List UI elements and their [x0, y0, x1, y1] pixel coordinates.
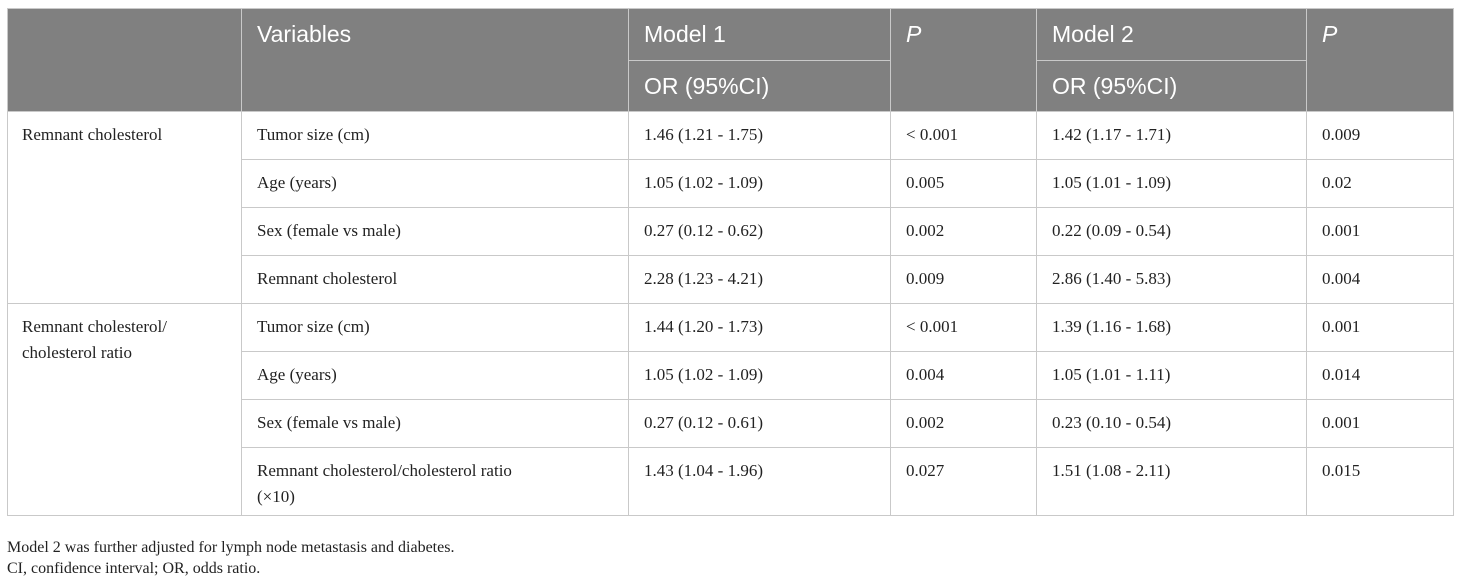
- model1-p-cell: < 0.001: [890, 303, 1037, 352]
- table-row: Remnant cholesterol 2.28 (1.23 - 4.21) 0…: [8, 255, 1454, 304]
- table-row: Sex (female vs male) 0.27 (0.12 - 0.61) …: [8, 399, 1454, 448]
- model2-p-cell: 0.014: [1306, 351, 1454, 400]
- model1-p-cell: 0.027: [890, 447, 1037, 516]
- model1-p-cell: 0.009: [890, 255, 1037, 304]
- model1-p-cell: 0.002: [890, 399, 1037, 448]
- model2-p-cell: 0.015: [1306, 447, 1454, 516]
- model2-or-cell: 1.05 (1.01 - 1.11): [1036, 351, 1307, 400]
- model1-or-cell: 2.28 (1.23 - 4.21): [628, 255, 891, 304]
- model2-p-cell: 0.02: [1306, 159, 1454, 208]
- header-or-ci-model2: OR (95%CI): [1036, 60, 1307, 112]
- variable-cell: Remnant cholesterol: [241, 255, 629, 304]
- group-label: Remnant cholesterol/ cholesterol ratio: [7, 303, 242, 516]
- variable-cell: Tumor size (cm): [241, 111, 629, 160]
- model1-p-cell: 0.005: [890, 159, 1037, 208]
- model2-or-cell: 1.42 (1.17 - 1.71): [1036, 111, 1307, 160]
- model2-p-cell: 0.009: [1306, 111, 1454, 160]
- header-p2: P: [1306, 8, 1454, 112]
- variable-cell: Age (years): [241, 351, 629, 400]
- model1-or-cell: 1.44 (1.20 - 1.73): [628, 303, 891, 352]
- table-row: Remnant cholesterol/cholesterol ratio (×…: [8, 447, 1454, 516]
- table-row: Remnant cholesterol/ cholesterol ratio T…: [7, 303, 1454, 516]
- header-or-ci-model1: OR (95%CI): [628, 60, 891, 112]
- footnote-abbreviations: CI, confidence interval; OR, odds ratio.: [7, 560, 261, 577]
- table-row: Age (years) 1.05 (1.02 - 1.09) 0.004 1.0…: [8, 351, 1454, 400]
- model1-p-cell: 0.002: [890, 207, 1037, 256]
- table-footnotes: Model 2 was further adjusted for lymph n…: [7, 537, 1453, 579]
- regression-table: Variables Model 1 P Model 2 P OR (95%CI)…: [7, 8, 1454, 516]
- table-body: Remnant cholesterol Tumor size (cm) 1.46…: [7, 111, 1454, 516]
- model1-or-cell: 1.05 (1.02 - 1.09): [628, 159, 891, 208]
- model1-or-cell: 1.43 (1.04 - 1.96): [628, 447, 891, 516]
- model1-or-cell: 0.27 (0.12 - 0.62): [628, 207, 891, 256]
- header-group-cell: [7, 8, 242, 112]
- model1-p-cell: < 0.001: [890, 111, 1037, 160]
- model2-or-cell: 1.39 (1.16 - 1.68): [1036, 303, 1307, 352]
- model2-p-cell: 0.001: [1306, 303, 1454, 352]
- model2-p-cell: 0.004: [1306, 255, 1454, 304]
- header-variables: Variables: [241, 8, 629, 112]
- model1-or-cell: 1.46 (1.21 - 1.75): [628, 111, 891, 160]
- variable-cell: Tumor size (cm): [241, 303, 629, 352]
- model2-or-cell: 1.05 (1.01 - 1.09): [1036, 159, 1307, 208]
- model2-or-cell: 0.23 (0.10 - 0.54): [1036, 399, 1307, 448]
- model1-or-cell: 0.27 (0.12 - 0.61): [628, 399, 891, 448]
- model1-p-cell: 0.004: [890, 351, 1037, 400]
- model2-p-cell: 0.001: [1306, 399, 1454, 448]
- table-row: Age (years) 1.05 (1.02 - 1.09) 0.005 1.0…: [8, 159, 1454, 208]
- header-model2: Model 2: [1036, 8, 1307, 61]
- model2-or-cell: 0.22 (0.09 - 0.54): [1036, 207, 1307, 256]
- table-row: Remnant cholesterol Tumor size (cm) 1.46…: [7, 111, 1454, 304]
- model2-or-cell: 2.86 (1.40 - 5.83): [1036, 255, 1307, 304]
- footnote-adjustment: Model 2 was further adjusted for lymph n…: [7, 539, 455, 556]
- variable-cell: Remnant cholesterol/cholesterol ratio (×…: [241, 447, 629, 516]
- header-model1: Model 1: [628, 8, 891, 61]
- variable-cell: Sex (female vs male): [241, 399, 629, 448]
- model2-or-cell: 1.51 (1.08 - 2.11): [1036, 447, 1307, 516]
- model1-or-cell: 1.05 (1.02 - 1.09): [628, 351, 891, 400]
- group-label: Remnant cholesterol: [7, 111, 242, 304]
- table-row: Sex (female vs male) 0.27 (0.12 - 0.62) …: [8, 207, 1454, 256]
- header-p1: P: [890, 8, 1037, 112]
- variable-cell: Sex (female vs male): [241, 207, 629, 256]
- table-header: Variables Model 1 P Model 2 P OR (95%CI)…: [7, 8, 1454, 112]
- variable-cell: Age (years): [241, 159, 629, 208]
- model2-p-cell: 0.001: [1306, 207, 1454, 256]
- results-table-container: Variables Model 1 P Model 2 P OR (95%CI)…: [7, 8, 1454, 516]
